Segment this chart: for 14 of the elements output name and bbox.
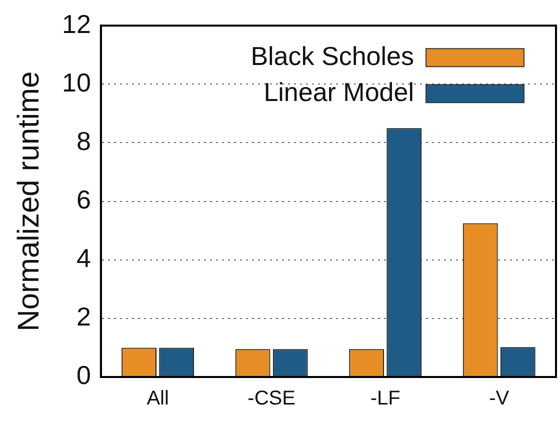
y-tick-label: 4 xyxy=(76,243,91,274)
x-tick-label: -V xyxy=(489,388,510,410)
y-tick-label: 8 xyxy=(76,126,91,156)
legend-label: Linear Model xyxy=(264,76,414,107)
y-tick-label: 0 xyxy=(76,360,91,390)
x-tick-label: -LF xyxy=(370,388,400,410)
legend-label: Black Scholes xyxy=(250,40,414,71)
x-tick-label: -CSE xyxy=(248,388,296,410)
y-tick-label: 6 xyxy=(76,184,91,214)
y-tick-label: 2 xyxy=(76,302,91,332)
y-tick-label: 12 xyxy=(62,8,91,39)
y-axis-title: Normalized runtime xyxy=(12,71,46,332)
x-tick-label: All xyxy=(146,388,169,410)
y-tick-label: 10 xyxy=(62,67,91,98)
